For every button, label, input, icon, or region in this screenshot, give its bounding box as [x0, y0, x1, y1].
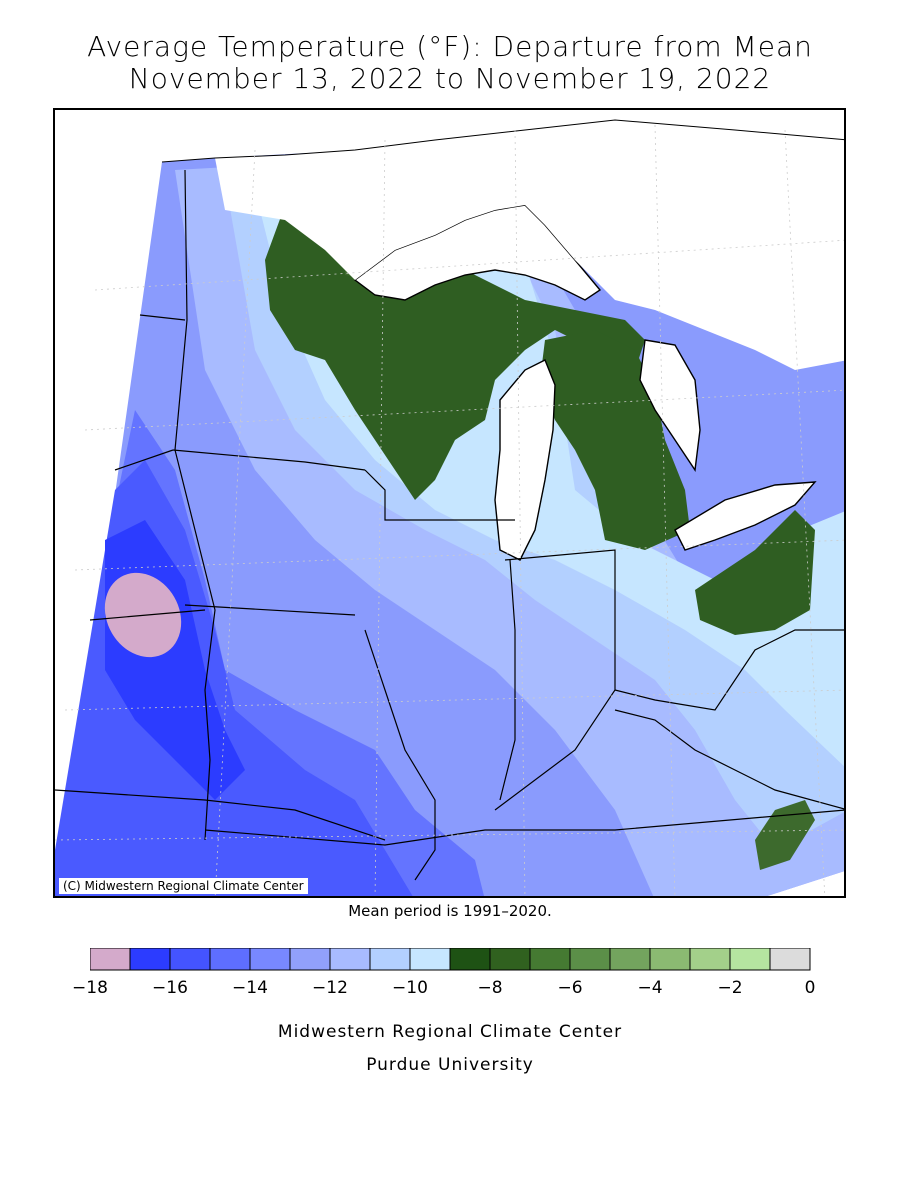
legend-swatch	[529, 948, 571, 971]
legend-tick-label: −2	[717, 978, 743, 998]
map-panel: (C) Midwestern Regional Climate Center	[53, 108, 846, 898]
temperature-departure-map	[55, 119, 844, 896]
legend-swatch	[249, 948, 291, 971]
legend-swatch	[769, 948, 811, 971]
legend-swatch	[369, 948, 411, 971]
legend-tick-label: 0	[804, 978, 816, 998]
legend-tick-label: −14	[232, 978, 268, 998]
copyright-label: (C) Midwestern Regional Climate Center	[59, 878, 308, 894]
legend-tick-label: −12	[312, 978, 348, 998]
legend-swatch	[449, 948, 491, 971]
lake-michigan	[494, 359, 556, 561]
lake-huron	[639, 339, 701, 472]
legend-tick-label: −18	[72, 978, 108, 998]
graticule	[55, 124, 844, 896]
state-borders	[55, 169, 844, 881]
map-title: Average Temperature (°F): Departure from…	[87, 30, 813, 63]
legend-swatch	[209, 948, 251, 971]
legend-tick-label: −10	[392, 978, 428, 998]
legend-swatch	[90, 948, 131, 971]
footer-university: Purdue University	[366, 1055, 534, 1075]
legend-swatch	[689, 948, 731, 971]
legend-swatch	[169, 948, 211, 971]
canada-border	[161, 119, 844, 163]
zone-minus8-southeast	[755, 800, 815, 870]
mean-period-note: Mean period is 1991–2020.	[348, 902, 552, 920]
legend-swatch	[409, 948, 451, 971]
legend-swatch	[609, 948, 651, 971]
legend-tick-label: −16	[152, 978, 188, 998]
footer-organization: Midwestern Regional Climate Center	[277, 1022, 623, 1042]
legend-tick-label: −6	[557, 978, 583, 998]
legend-swatch	[649, 948, 691, 971]
zone-minus8-east	[695, 510, 815, 635]
legend-swatch	[569, 948, 611, 971]
legend-tick-label: −8	[477, 978, 503, 998]
map-date-range: November 13, 2022 to November 19, 2022	[128, 62, 772, 95]
legend-swatch	[329, 948, 371, 971]
color-scale-legend	[90, 948, 811, 971]
legend-swatch	[289, 948, 331, 971]
legend-swatch	[489, 948, 531, 971]
legend-swatch	[129, 948, 171, 971]
canada-area	[215, 120, 844, 370]
legend-swatch	[729, 948, 771, 971]
lake-erie	[674, 481, 817, 551]
legend-tick-label: −4	[637, 978, 663, 998]
